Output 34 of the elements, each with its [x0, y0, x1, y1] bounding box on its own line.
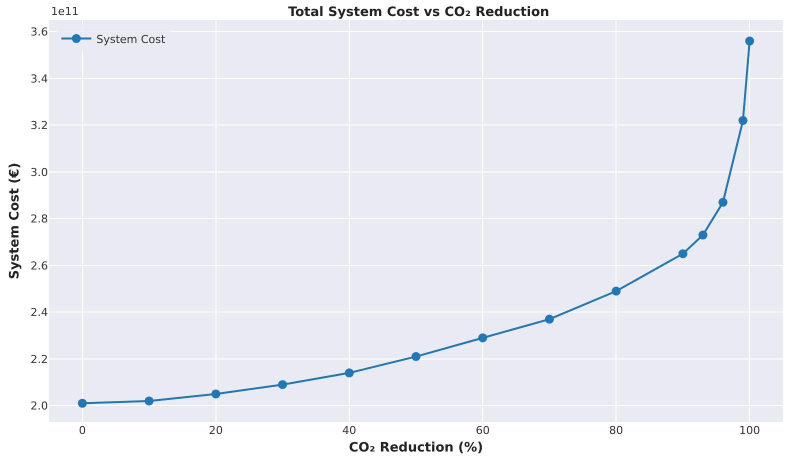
point — [612, 286, 621, 296]
y-tick-label: 3.2 — [30, 119, 48, 132]
x-axis-title: CO₂ Reduction (%) — [348, 440, 484, 456]
y-tick-label: 2.4 — [30, 306, 48, 319]
point — [278, 380, 288, 390]
y-tick-label: 3.0 — [30, 166, 48, 179]
y-tick-label: 2.0 — [30, 399, 48, 412]
point — [718, 198, 728, 207]
y-tick-label: 3.6 — [30, 26, 48, 39]
point — [412, 352, 420, 362]
point — [678, 249, 688, 258]
y-tick-label: 3.4 — [30, 72, 48, 86]
point — [344, 368, 354, 378]
point — [78, 398, 87, 408]
x-tick-label: 20 — [208, 424, 223, 437]
x-tick-label: 0 — [78, 424, 86, 437]
point — [738, 116, 748, 125]
point — [698, 230, 708, 240]
x-tick-label: 40 — [342, 424, 356, 437]
y-axis-title: System Cost (€) — [7, 162, 22, 280]
y-tick-label: 2.6 — [30, 259, 48, 272]
x-tick-label: 100 — [739, 424, 760, 437]
point — [211, 389, 220, 398]
chart-title: Total System Cost vs CO₂ Reduction — [288, 5, 550, 20]
legend-label: System Cost — [96, 32, 166, 46]
text: 1e11 — [51, 5, 79, 18]
x-tick-label: 60 — [476, 424, 490, 437]
point — [745, 36, 754, 46]
y-tick-label: 2.8 — [30, 212, 48, 226]
point — [144, 396, 154, 406]
point — [544, 314, 554, 324]
x-tick-label: 80 — [609, 424, 624, 437]
y-tick-label: 2.2 — [30, 352, 48, 366]
point — [478, 333, 488, 342]
